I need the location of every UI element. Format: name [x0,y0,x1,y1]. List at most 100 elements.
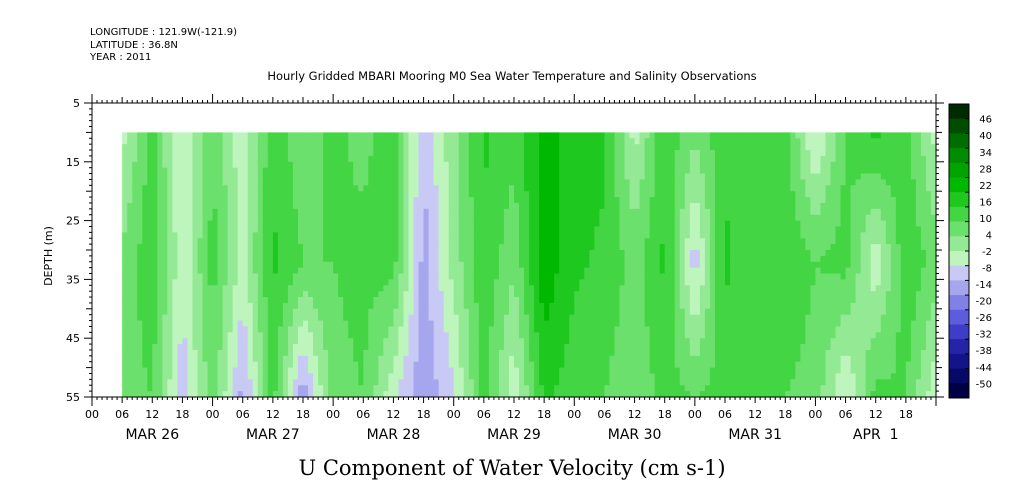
heatmap-cell [609,302,616,310]
heatmap-cell [639,332,646,339]
heatmap-cell [348,191,354,198]
heatmap-cell [142,320,148,328]
heatmap-cell [152,155,158,163]
heatmap-cell [493,326,500,333]
heatmap-cell [152,255,158,263]
heatmap-cell [498,373,505,380]
heatmap-cell [649,173,656,181]
heatmap-cell [544,191,550,198]
heatmap-cell [624,349,631,357]
heatmap-cell [629,173,636,181]
heatmap-cell [303,161,309,169]
heatmap-cell [132,385,138,392]
heatmap-cell [308,344,314,351]
heatmap-cell [448,191,455,198]
heatmap-cell [564,226,570,233]
heatmap-cell [333,361,339,369]
heatmap-cell [619,273,626,280]
heatmap-cell [257,344,264,351]
heatmap-cell [292,208,299,216]
heatmap-cell [247,361,254,369]
heatmap-cell [619,191,626,198]
heatmap-cell [609,297,616,304]
heatmap-cell [308,226,314,233]
heatmap-cell [539,379,545,386]
heatmap-cell [318,226,324,233]
heatmap-cell [554,173,560,181]
heatmap-cell [172,373,178,380]
heatmap-cell [483,267,490,275]
heatmap-cell [599,173,606,181]
heatmap-cell [172,250,178,257]
heatmap-cell [433,144,440,151]
heatmap-cell [237,391,244,398]
heatmap-cell [328,167,334,175]
heatmap-cell [348,150,354,157]
heatmap-cell [287,138,294,145]
heatmap-cell [187,179,194,186]
heatmap-cell [368,226,374,233]
heatmap-cell [232,138,239,145]
heatmap-cell [664,226,671,233]
heatmap-cell [127,302,133,310]
heatmap-cell [423,261,430,269]
heatmap-cell [644,226,651,233]
heatmap-cell [147,308,153,316]
heatmap-cell [408,373,415,380]
heatmap-cell [463,191,470,198]
heatmap-cell [383,226,389,233]
heatmap-cell [242,332,249,339]
heatmap-cell [237,261,244,269]
heatmap-cell [609,179,616,186]
heatmap-cell [508,161,515,169]
heatmap-cell [207,279,214,286]
heatmap-cell [157,214,163,222]
heatmap-cell [524,179,530,186]
heatmap-cell [443,373,450,380]
heatmap-cell [267,267,274,275]
heatmap-cell [157,332,163,339]
heatmap-cell [212,214,219,222]
heatmap-cell [393,338,400,345]
heatmap-cell [132,320,138,328]
heatmap-cell [368,279,374,286]
heatmap-cell [192,226,199,233]
heatmap-cell [333,355,339,363]
heatmap-cell [242,214,249,222]
heatmap-cell [574,185,580,192]
heatmap-cell [132,208,138,216]
heatmap-cell [303,297,309,304]
heatmap-cell [604,167,611,175]
heatmap-cell [398,179,405,186]
heatmap-cell [433,373,440,380]
heatmap-cell [202,144,209,151]
heatmap-cell [639,291,646,298]
heatmap-cell [403,191,410,198]
heatmap-cell [564,255,570,263]
heatmap-cell [297,255,304,263]
heatmap-cell [584,385,590,392]
heatmap-cell [197,138,204,145]
heatmap-cell [604,179,611,186]
heatmap-cell [604,214,611,222]
heatmap-cell [534,155,540,163]
heatmap-cell [554,385,560,392]
heatmap-cell [247,214,254,222]
heatmap-cell [609,208,616,216]
heatmap-cell [247,150,254,157]
heatmap-cell [503,385,510,392]
heatmap-cell [584,132,590,139]
heatmap-cell [473,173,480,181]
heatmap-cell [303,220,309,228]
heatmap-cell [559,373,565,380]
heatmap-cell [639,138,646,145]
heatmap-cell [443,391,450,398]
heatmap-cell [358,214,364,222]
heatmap-cell [122,214,128,222]
heatmap-cell [473,214,480,222]
heatmap-cell [353,144,359,151]
heatmap-cell [287,155,294,163]
heatmap-cell [257,279,264,286]
heatmap-cell [303,185,309,192]
heatmap-cell [468,332,475,339]
